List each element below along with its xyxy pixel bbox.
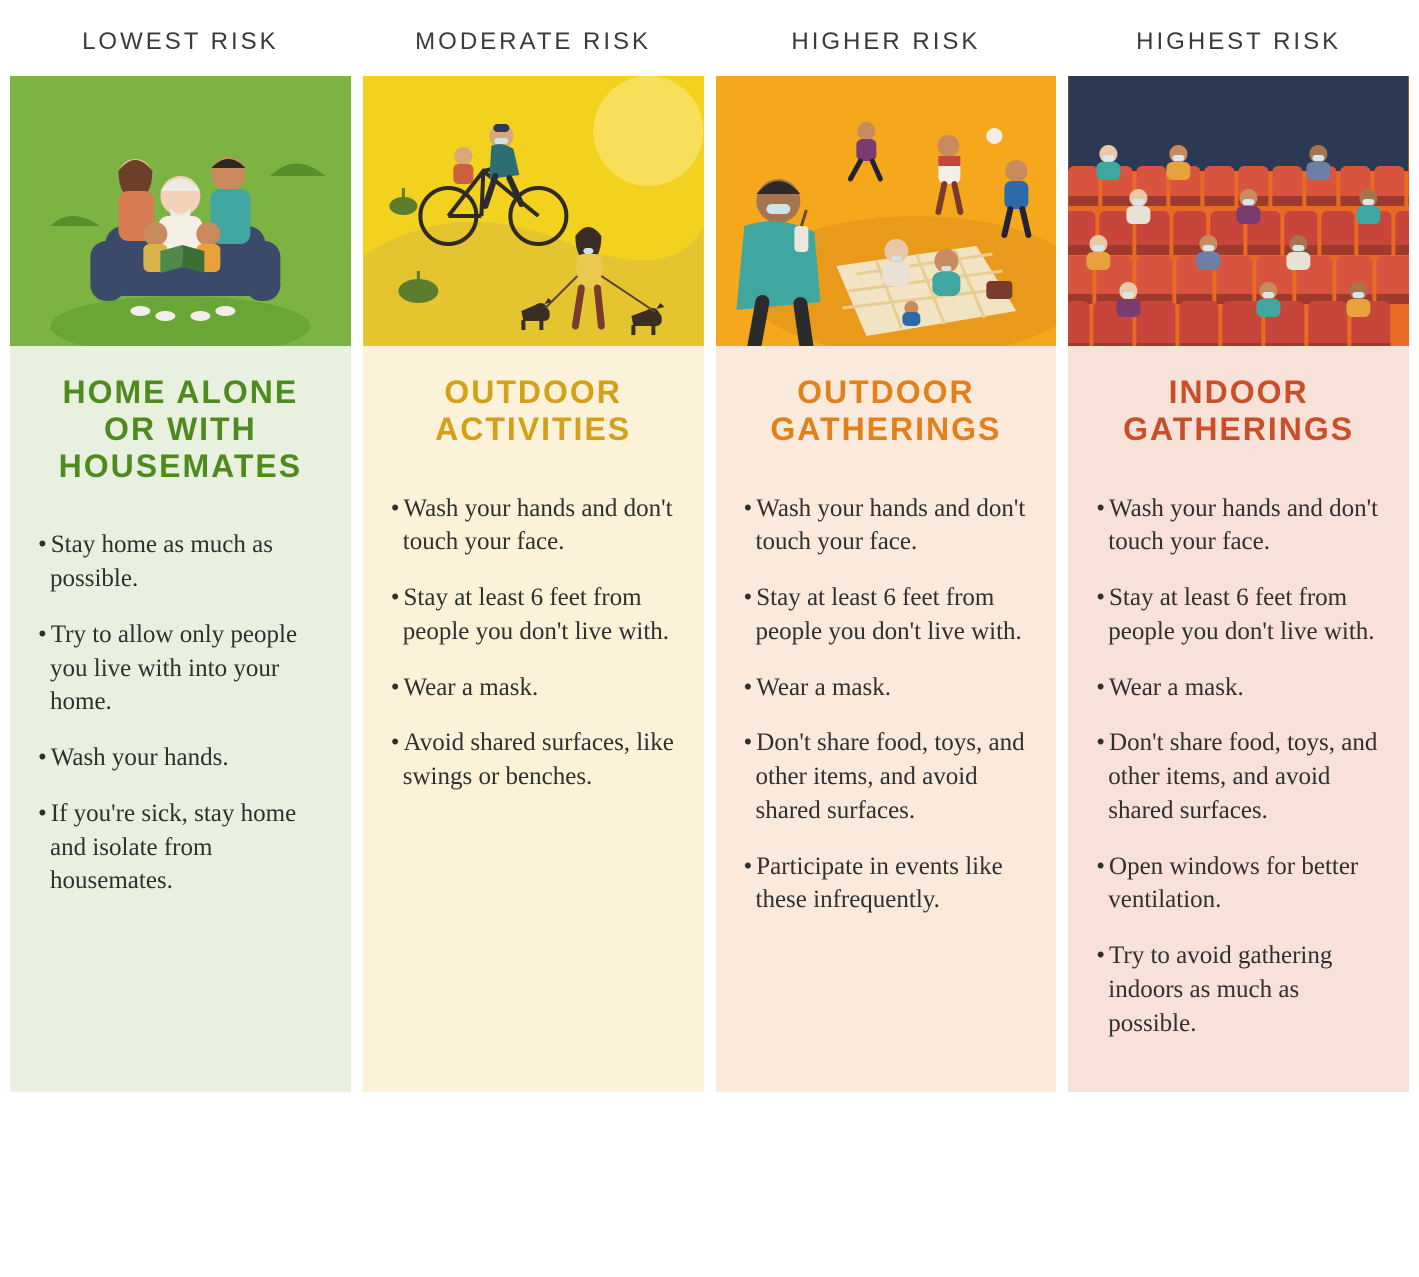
guidance-list: Wash your hands and don't touch your fac… — [385, 492, 682, 794]
guidance-item: Stay home as much as possible. — [32, 528, 329, 596]
guidance-item: Stay at least 6 feet from people you don… — [1090, 581, 1387, 649]
guidance-item: Try to avoid gathering indoors as much a… — [1090, 939, 1387, 1040]
guidance-item: Wash your hands and don't touch your fac… — [738, 492, 1035, 560]
guidance-list: Wash your hands and don't touch your fac… — [1090, 492, 1387, 1041]
guidance-item: Wash your hands. — [32, 741, 329, 775]
guidance-item: Stay at least 6 feet from people you don… — [385, 581, 682, 649]
card-body: HOME ALONE OR WITH HOUSEMATES Stay home a… — [10, 346, 351, 1092]
risk-level-label: HIGHER RISK — [716, 20, 1057, 76]
risk-card: HIGHEST RISK — [1068, 20, 1409, 1092]
guidance-item: Wear a mask. — [1090, 671, 1387, 705]
guidance-item: Don't share food, toys, and other items,… — [738, 726, 1035, 827]
card-body: INDOOR GATHERINGS Wash your hands and don… — [1068, 346, 1409, 1092]
guidance-item: Wear a mask. — [738, 671, 1035, 705]
risk-grid: LOWEST RISK — [10, 20, 1409, 1092]
guidance-list: Wash your hands and don't touch your fac… — [738, 492, 1035, 918]
risk-card: LOWEST RISK — [10, 20, 351, 1092]
picnic-park-illustration — [716, 76, 1057, 346]
risk-level-label: LOWEST RISK — [10, 20, 351, 76]
guidance-item: Wash your hands and don't touch your fac… — [385, 492, 682, 560]
risk-card: HIGHER RISK — [716, 20, 1057, 1092]
guidance-item: Avoid shared surfaces, like swings or be… — [385, 726, 682, 794]
card-title: HOME ALONE OR WITH HOUSEMATES — [32, 374, 329, 484]
guidance-item: Don't share food, toys, and other items,… — [1090, 726, 1387, 827]
card-title: OUTDOOR GATHERINGS — [738, 374, 1035, 448]
risk-card: MODERATE RISK — [363, 20, 704, 1092]
guidance-item: Wash your hands and don't touch your fac… — [1090, 492, 1387, 560]
card-title: OUTDOOR ACTIVITIES — [385, 374, 682, 448]
risk-level-label: MODERATE RISK — [363, 20, 704, 76]
card-body: OUTDOOR ACTIVITIES Wash your hands and do… — [363, 346, 704, 1092]
bike-walk-illustration — [363, 76, 704, 346]
home-family-illustration — [10, 76, 351, 346]
risk-level-label: HIGHEST RISK — [1068, 20, 1409, 76]
card-body: OUTDOOR GATHERINGS Wash your hands and do… — [716, 346, 1057, 1092]
guidance-item: If you're sick, stay home and isolate fr… — [32, 797, 329, 898]
guidance-item: Open windows for better ventilation. — [1090, 850, 1387, 918]
guidance-item: Participate in events like these infrequ… — [738, 850, 1035, 918]
guidance-list: Stay home as much as possible. Try to all… — [32, 528, 329, 898]
guidance-item: Try to allow only people you live with i… — [32, 618, 329, 719]
theater-seats-illustration — [1068, 76, 1409, 346]
card-title: INDOOR GATHERINGS — [1090, 374, 1387, 448]
guidance-item: Stay at least 6 feet from people you don… — [738, 581, 1035, 649]
guidance-item: Wear a mask. — [385, 671, 682, 705]
